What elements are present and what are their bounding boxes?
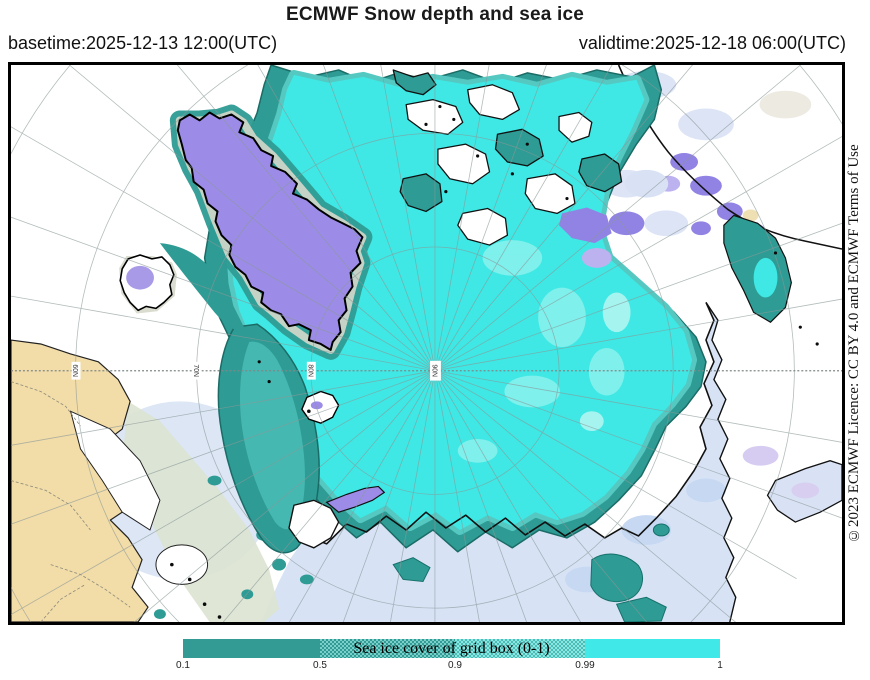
peninsula-snow-patch: [791, 482, 820, 499]
arctic-map-svg: 60N 70N 80N 90N: [11, 65, 842, 622]
latitude-label-60n: 60N: [71, 361, 81, 380]
country-borders: [11, 381, 131, 622]
pole-label: 90N: [429, 360, 441, 381]
baltic-sea: [69, 410, 161, 531]
latitude-labels: 60N 70N 80N 90N: [71, 360, 441, 381]
legend-segment-2: [320, 639, 455, 658]
copyright-text: ©2023 ECMWF Licence: CC BY 4.0 and ECMWF…: [846, 144, 862, 543]
siberia-coastline: [306, 302, 715, 545]
white-sea: [155, 544, 209, 585]
bering-sea-corner: [765, 554, 842, 622]
alaska-bay-ice-core: [753, 257, 778, 298]
latitude-label-80n: 80N: [306, 361, 316, 380]
iceland: [119, 254, 177, 314]
svg-text:80N: 80N: [306, 364, 313, 377]
legend-tick: 1: [717, 660, 723, 671]
europe-transition-band: [122, 401, 280, 622]
page-title: ECMWF Snow depth and sea ice: [285, 4, 585, 25]
baffin-bay-ice: [159, 243, 250, 339]
greenland-landmass: [176, 111, 364, 351]
detached-ice-floes: [392, 523, 670, 622]
legend-segment-3: [455, 639, 585, 658]
siberia-snow-region: [261, 302, 736, 622]
legend-colorbar: [183, 639, 720, 658]
chukotka-east-coast: [705, 302, 737, 622]
legend-tick: 0.99: [575, 660, 595, 671]
legend-segment-4: [585, 639, 720, 658]
latitude-label-70n: 70N: [192, 361, 202, 380]
novaya-zemlya: [288, 485, 386, 549]
greenland: [169, 104, 373, 360]
svg-text:70N: 70N: [192, 364, 199, 377]
time-row: basetime:2025-12-13 12:00(UTC) validtime…: [8, 33, 846, 54]
legend-tick: 0.1: [176, 660, 190, 671]
legend-title: Sea ice cover of grid box (0-1): [353, 640, 550, 657]
iceland-snow-cap: [126, 265, 154, 290]
island-specks: [170, 104, 819, 619]
sea-ice-pack: [231, 74, 693, 530]
basetime-label: basetime:2025-12-13 12:00(UTC): [8, 33, 278, 53]
ne-canada-snow-patches: [559, 169, 669, 268]
legend-tick: 0.5: [313, 660, 327, 671]
svg-text:60N: 60N: [71, 364, 78, 377]
legend-segment-1: [183, 639, 320, 658]
validtime-label: validtime:2025-12-18 06:00(UTC): [578, 33, 846, 53]
legend-tick: 0.9: [448, 660, 462, 671]
ice-pack-texture: [457, 240, 631, 463]
legend: Sea ice cover of grid box (0-1) 0.1 0.5 …: [0, 636, 870, 680]
svg-text:90N: 90N: [430, 364, 437, 377]
greenland-tongue-inner: [239, 341, 305, 530]
map-frame: 60N 70N 80N 90N: [8, 62, 845, 625]
